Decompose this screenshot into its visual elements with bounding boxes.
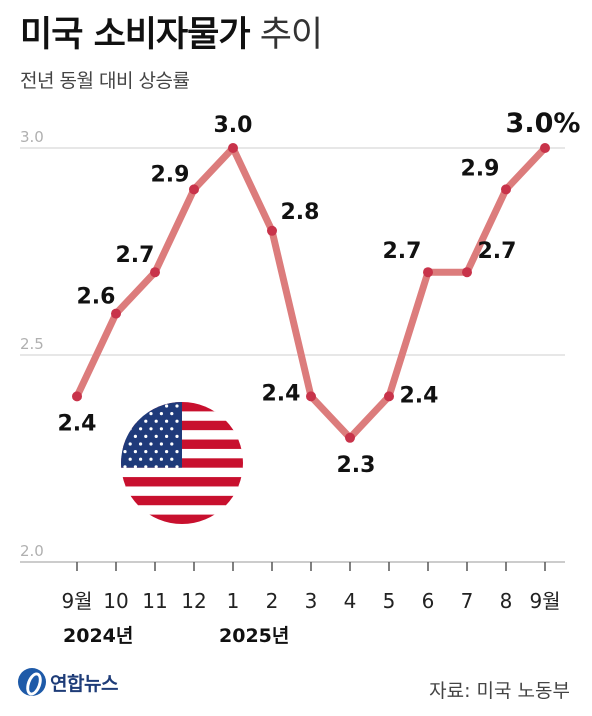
data-label: 2.4 [58,411,97,436]
data-point [423,267,433,278]
x-tick-label: 6 [422,589,435,613]
chart-subtitle: 전년 동월 대비 상승률 [20,70,190,92]
data-point [267,225,277,236]
grid-layer: 3.0 2.5 2.0 [20,128,565,563]
us-flag-icon [121,402,243,524]
data-point [72,391,82,402]
x-tick-label: 5 [383,589,396,613]
data-label: 2.3 [337,453,376,478]
data-point [501,184,511,195]
data-point [540,143,550,153]
logo-text: 연합뉴스 [50,672,118,695]
data-point [189,184,199,195]
x-tick-label: 10 [103,589,128,613]
x-tick-label: 2 [266,589,279,613]
data-label: 2.9 [461,156,500,181]
year-label: 2024년 [63,625,133,647]
y-tick-label: 2.0 [20,542,44,560]
data-label: 3.0 [214,113,253,138]
data-point [345,432,355,443]
yonhap-logo: 연합뉴스 [18,668,118,696]
data-point [150,267,160,278]
data-point [306,391,316,402]
x-tick-label: 1 [227,589,240,613]
year-label: 2025년 [219,625,289,647]
data-point [111,308,121,319]
title-main: 미국 소비자물가 [20,15,251,55]
y-tick-label: 3.0 [20,128,44,146]
x-tick-label: 9월 [529,589,560,613]
x-tick-label: 7 [461,589,474,613]
data-label: 2.9 [151,162,190,187]
data-label-layer: 2.42.62.72.93.02.82.42.32.42.7 2.72.93.0% [58,108,581,478]
title-suffix: 추이 [259,15,323,55]
data-label: 3.0% [506,108,581,139]
x-tick-label: 11 [142,589,167,613]
series-layer [72,143,550,443]
data-point [228,143,238,153]
yonhap-logo-icon [18,668,46,696]
x-tick-label: 4 [344,589,357,613]
data-label: 2.7 [478,239,517,264]
x-tick-label: 3 [305,589,318,613]
data-label: 2.4 [400,383,439,408]
x-tick-label: 12 [181,589,206,613]
data-point [462,267,472,278]
data-label: 2.8 [281,200,320,225]
chart-title: 미국 소비자물가 추이 [20,6,323,57]
data-point [384,391,394,402]
data-label: 2.7 [116,243,155,268]
source-note: 자료: 미국 노동부 [429,680,570,702]
x-tick-label: 9월 [61,589,92,613]
y-tick-label: 2.5 [20,335,44,353]
data-label: 2.4 [262,381,301,406]
x-tick-label: 8 [500,589,513,613]
data-label: 2.7 [383,239,422,264]
data-label: 2.6 [77,285,116,310]
